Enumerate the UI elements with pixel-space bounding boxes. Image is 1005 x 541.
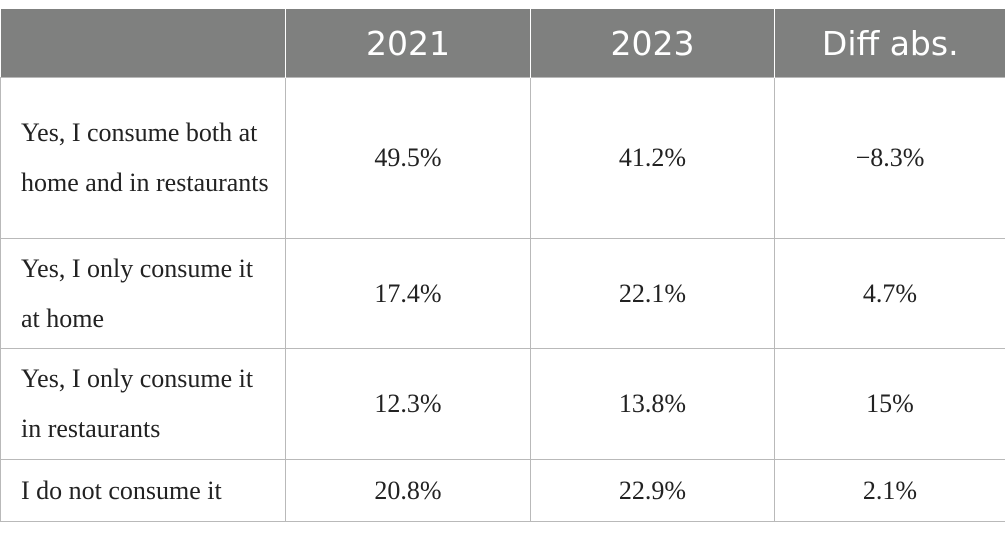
- value-2023: 13.8%: [530, 348, 775, 460]
- consumption-table: 2021 2023 Diff abs. Yes, I consume both …: [0, 9, 1005, 522]
- value-2023: 41.2%: [530, 77, 775, 239]
- value-diff: 15%: [774, 348, 1005, 460]
- table-row: I do not consume it 20.8% 22.9% 2.1%: [0, 459, 1005, 522]
- header-row: 2021 2023 Diff abs.: [0, 9, 1005, 78]
- header-cell-empty: [0, 9, 286, 78]
- row-label: Yes, I only consume it in restaurants: [0, 348, 286, 460]
- row-label: Yes, I consume both at home and in resta…: [0, 77, 286, 239]
- table-header: 2021 2023 Diff abs.: [0, 9, 1005, 78]
- value-2021: 20.8%: [285, 459, 531, 522]
- value-diff: 4.7%: [774, 238, 1005, 349]
- table-row: Yes, I only consume it in restaurants 12…: [0, 348, 1005, 460]
- value-2021: 49.5%: [285, 77, 531, 239]
- value-2021: 12.3%: [285, 348, 531, 460]
- table-row: Yes, I only consume it at home 17.4% 22.…: [0, 238, 1005, 349]
- table-body: Yes, I consume both at home and in resta…: [0, 77, 1005, 522]
- value-diff: 2.1%: [774, 459, 1005, 522]
- table-row: Yes, I consume both at home and in resta…: [0, 77, 1005, 239]
- row-label: Yes, I only consume it at home: [0, 238, 286, 349]
- header-cell-diff-abs: Diff abs.: [774, 9, 1005, 78]
- value-diff: −8.3%: [774, 77, 1005, 239]
- value-2023: 22.1%: [530, 238, 775, 349]
- value-2021: 17.4%: [285, 238, 531, 349]
- row-label: I do not consume it: [0, 459, 286, 522]
- value-2023: 22.9%: [530, 459, 775, 522]
- header-cell-2023: 2023: [530, 9, 775, 78]
- header-cell-2021: 2021: [285, 9, 531, 78]
